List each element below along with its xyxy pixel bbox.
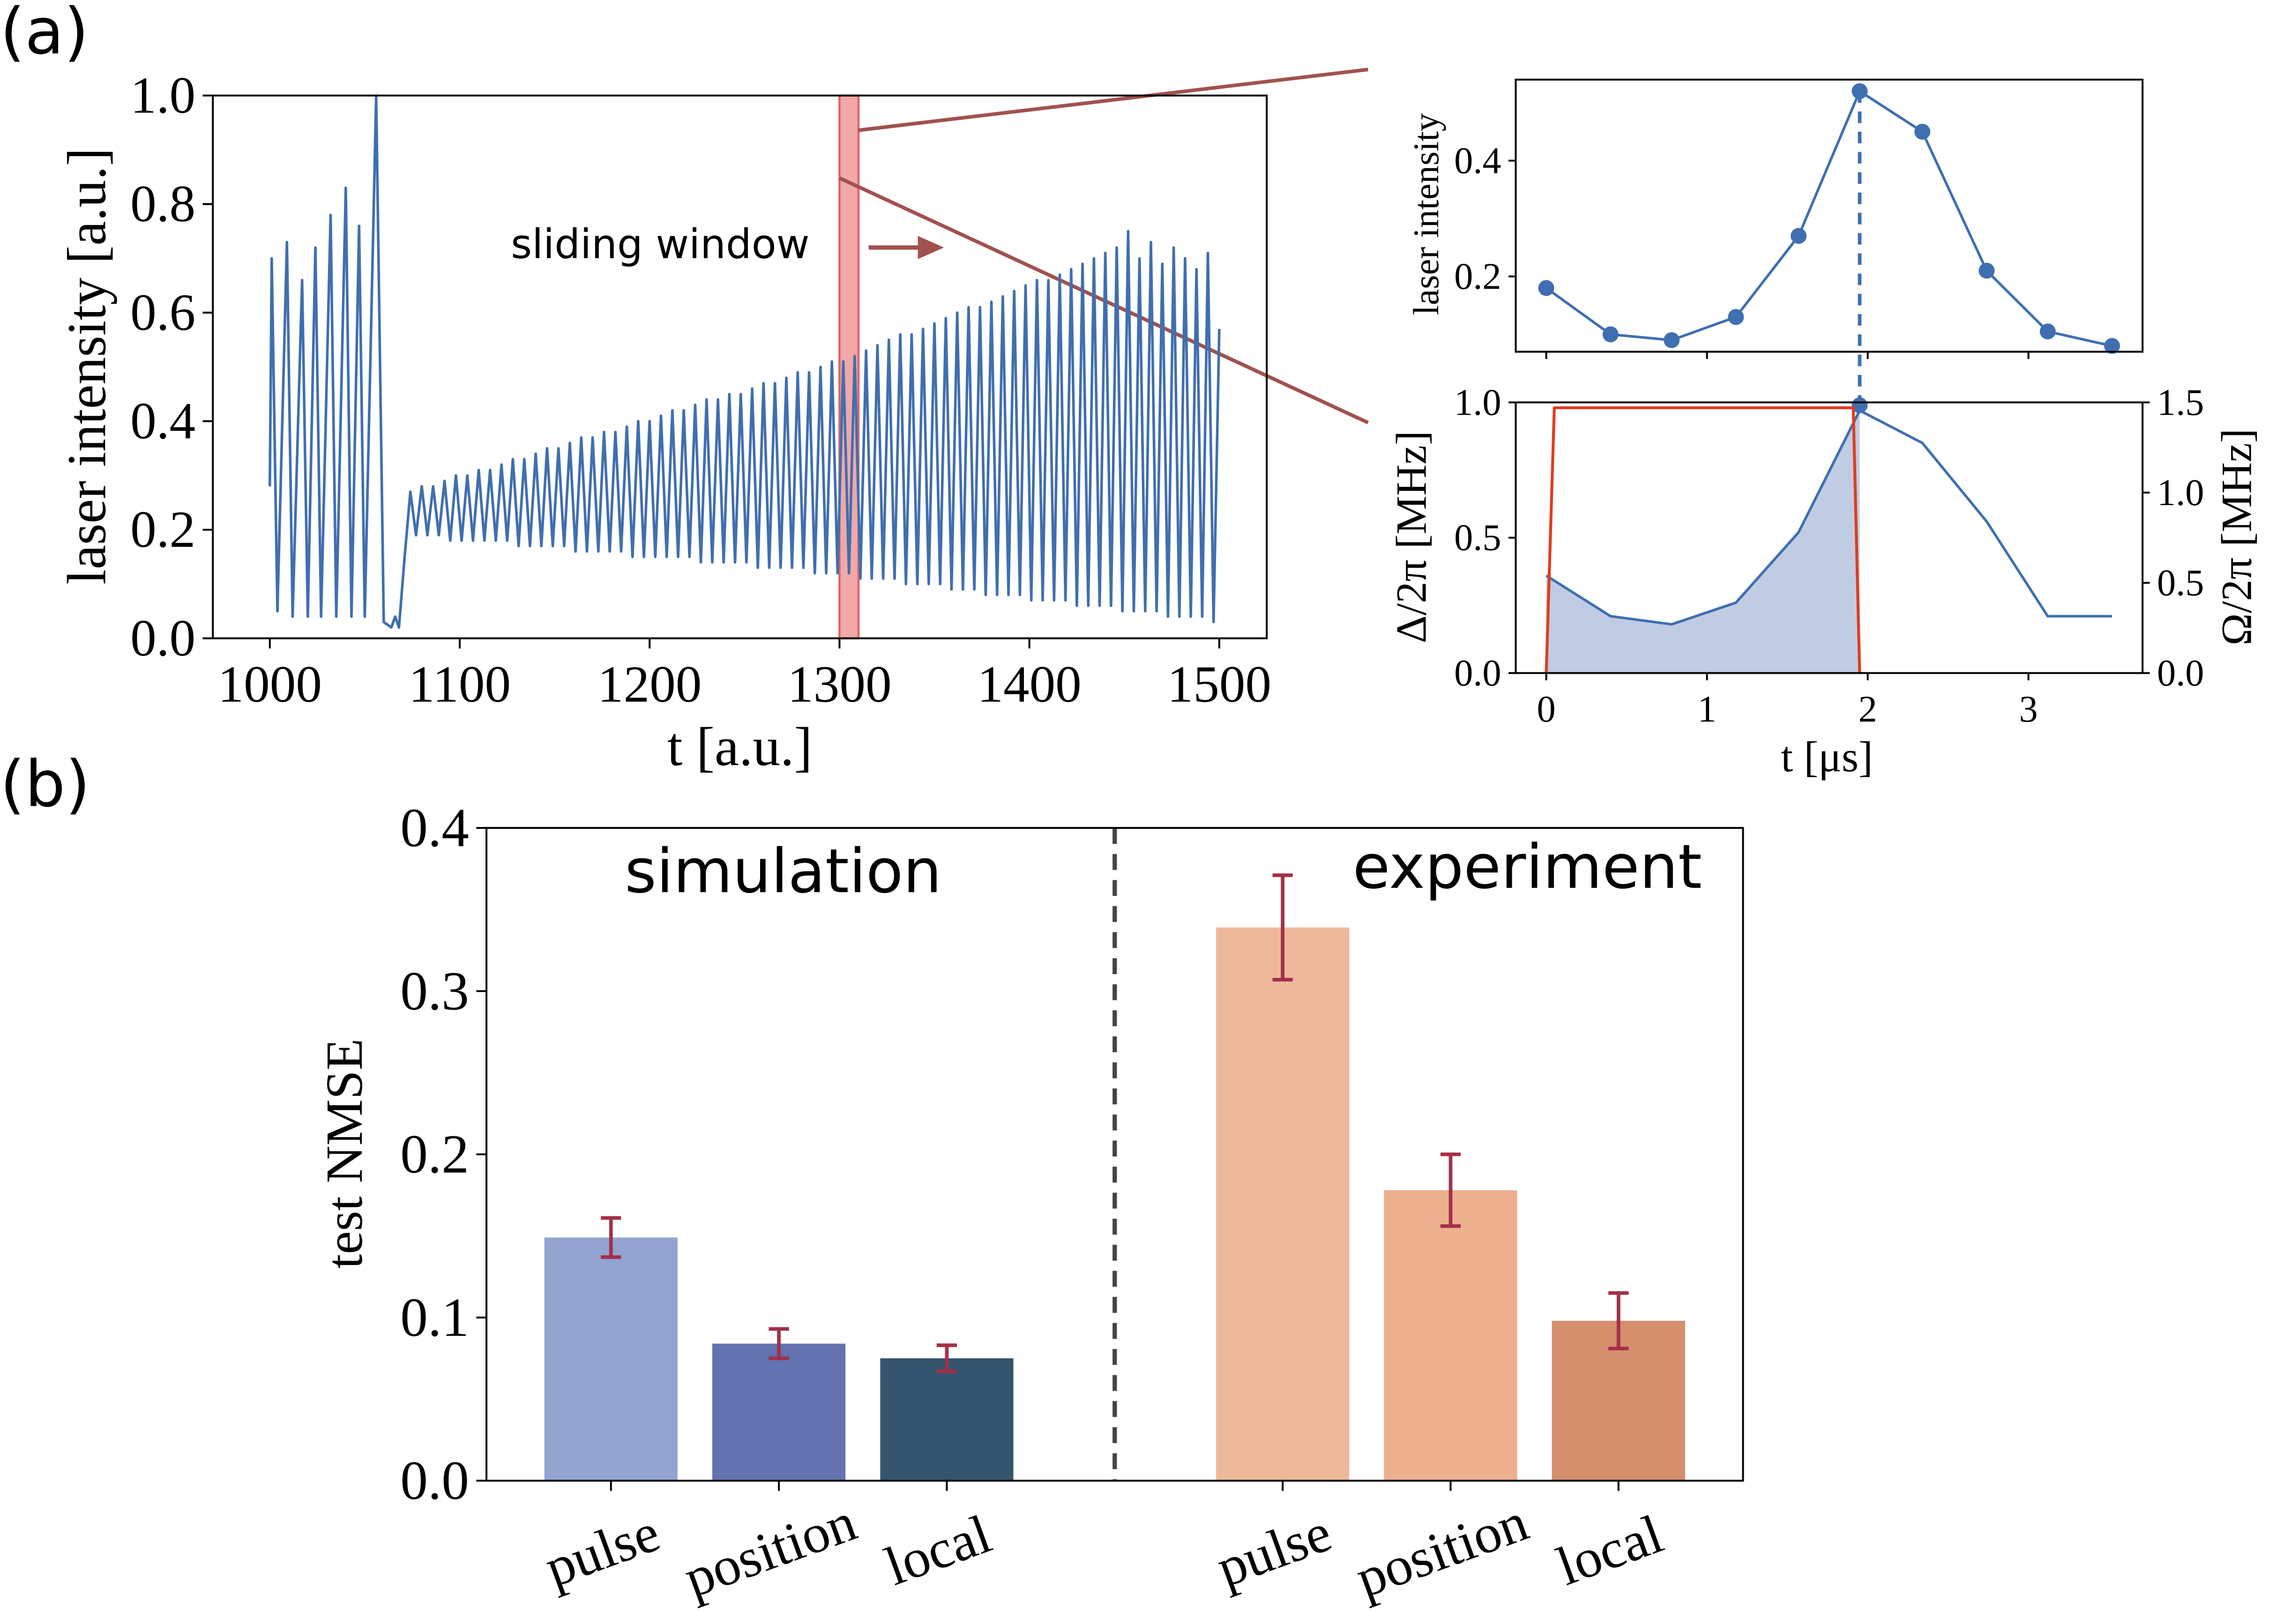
x-tick-label: 1500 xyxy=(1167,656,1271,714)
x-tick-label: 1100 xyxy=(409,656,511,714)
plot-frame xyxy=(1515,401,2144,674)
x-tick-label: 1200 xyxy=(597,656,702,714)
data-point xyxy=(2039,323,2056,340)
y-tick-label: 0.2 xyxy=(130,501,195,559)
data-point xyxy=(2104,338,2120,354)
x-axis-label: t [a.u.] xyxy=(667,716,813,777)
x-tick-label: 1400 xyxy=(977,656,1081,714)
data-line xyxy=(1545,89,2113,348)
data-line xyxy=(269,94,1221,629)
data-point xyxy=(1791,228,1807,244)
y-tick-label: 0.1 xyxy=(400,1287,469,1348)
y-tick-label: 0.0 xyxy=(130,610,195,667)
group-label: simulation xyxy=(625,836,941,907)
y-tick-label: 0.2 xyxy=(400,1124,469,1185)
data-point xyxy=(1852,83,1868,99)
bar xyxy=(712,1343,846,1481)
x-axis-label: t [μs] xyxy=(1781,733,1873,781)
data-line xyxy=(1546,409,2112,626)
x-tick-label: 2 xyxy=(1858,688,1877,730)
y-axis-label: laser intensity [a.u.] xyxy=(56,148,117,584)
y2-tick-label: 1.5 xyxy=(2157,381,2204,423)
x-tick-label: 1300 xyxy=(787,656,891,714)
annotation: sliding window xyxy=(511,221,809,268)
data-point xyxy=(1538,280,1554,296)
x-tick-label: 0 xyxy=(1537,688,1556,730)
data-point xyxy=(1664,332,1680,348)
arrow-head xyxy=(918,236,944,259)
plot-frame xyxy=(212,94,1268,640)
vline-end xyxy=(1852,397,1868,413)
plot-frame xyxy=(485,827,1744,1482)
bar xyxy=(544,1237,678,1481)
data-point xyxy=(1602,326,1619,343)
x-tick-label: 1000 xyxy=(218,656,322,714)
y-tick-label: 0.8 xyxy=(130,175,195,233)
y-tick-label: 0.4 xyxy=(130,392,195,450)
y-tick-label: 0.3 xyxy=(400,961,469,1021)
bar xyxy=(1216,927,1350,1481)
y-axis-label: test NMSE xyxy=(316,1038,373,1268)
data-point xyxy=(1979,262,1995,279)
y-tick-label: 0.6 xyxy=(130,284,195,342)
y-tick-label: 0.0 xyxy=(1454,652,1501,694)
y2-tick-label: 1.0 xyxy=(2157,472,2204,514)
plot-frame xyxy=(1515,78,2144,353)
y-tick-label: 0.5 xyxy=(1454,517,1501,559)
bar xyxy=(1384,1190,1517,1481)
group-label: experiment xyxy=(1353,832,1702,902)
data-point xyxy=(1914,124,1931,140)
y-axis-label: Δ/2π [MHz] xyxy=(1388,431,1436,643)
data-point xyxy=(1728,309,1744,325)
panel-label: (a) xyxy=(0,0,89,69)
y2-tick-label: 0.5 xyxy=(2157,562,2204,603)
y-tick-label: 0.2 xyxy=(1454,256,1501,298)
connector xyxy=(858,67,1368,132)
y2-tick-label: 0.0 xyxy=(2157,652,2204,694)
area-fill xyxy=(1546,410,1860,673)
y-tick-label: 0.0 xyxy=(400,1450,469,1511)
y-tick-label: 1.0 xyxy=(1454,381,1501,423)
y-tick-label: 0.4 xyxy=(400,797,469,858)
x-tick-label: 3 xyxy=(2019,688,2038,730)
data-line xyxy=(1545,406,1861,673)
panel-label: (b) xyxy=(0,747,90,821)
y-tick-label: 1.0 xyxy=(130,67,195,124)
bar xyxy=(880,1358,1014,1481)
y2-axis-label: Ω/2π [MHz] xyxy=(2212,429,2261,646)
y-axis-label: laser intensity xyxy=(1406,113,1446,315)
y-tick-label: 0.4 xyxy=(1454,140,1501,181)
x-tick-label: 1 xyxy=(1697,688,1716,730)
